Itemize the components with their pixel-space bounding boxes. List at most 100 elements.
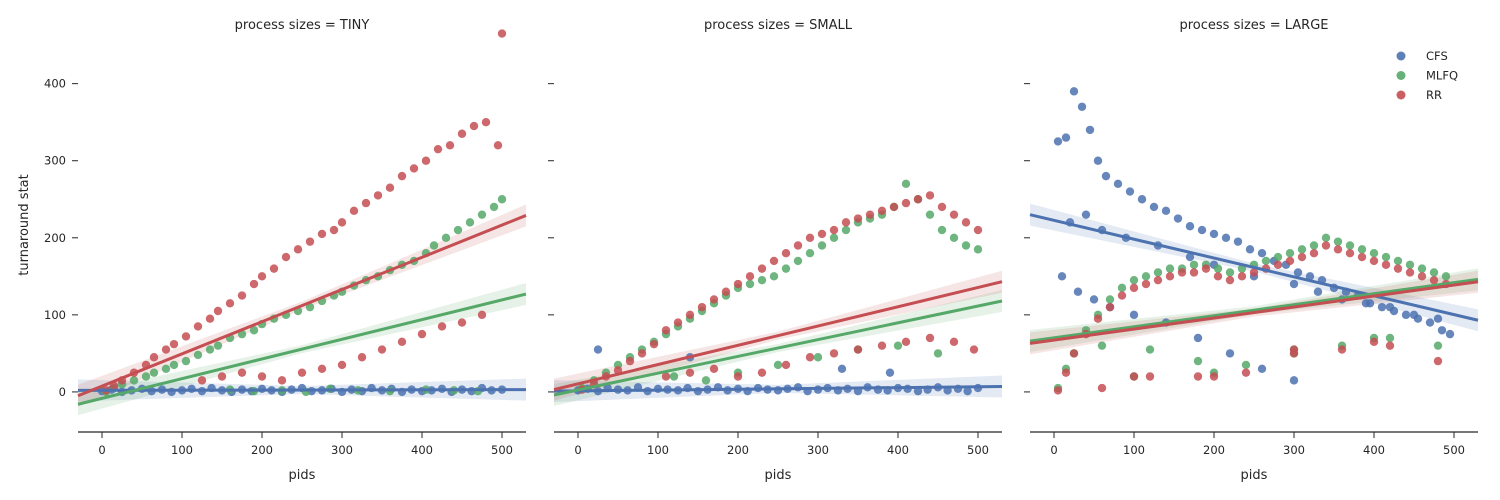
data-point-rr (853, 214, 863, 223)
data-point-rr (877, 206, 887, 216)
data-point-rr (397, 171, 407, 181)
data-point-mlfq (701, 376, 711, 385)
x-tick-label: 0 (574, 443, 581, 457)
data-point-mlfq (149, 368, 159, 377)
data-point-mlfq (477, 210, 487, 219)
data-point-rr (757, 368, 767, 377)
x-tick-label: 400 (887, 443, 909, 457)
data-point-mlfq (817, 241, 827, 250)
x-tick-label: 100 (1123, 443, 1145, 457)
data-point-cfs (1081, 210, 1091, 219)
data-point-rr (673, 318, 683, 327)
data-point-cfs (1193, 333, 1203, 343)
data-point-mlfq (1213, 264, 1223, 273)
data-point-cfs (1225, 349, 1235, 358)
panel-2: process sizes = LARGE 0 100 200 300 400 500 pid… (1024, 18, 1479, 483)
data-point-mlfq (841, 225, 851, 235)
data-point-rr (937, 202, 947, 212)
regression-line-mlfq (1029, 277, 1479, 343)
x-tick-label: 0 (1050, 443, 1057, 457)
data-point-rr (1369, 337, 1379, 347)
series-rr (577, 191, 983, 394)
data-point-cfs (1257, 364, 1267, 374)
data-point-rr (225, 299, 235, 308)
data-point-rr (1417, 272, 1427, 281)
data-point-mlfq (193, 350, 203, 360)
data-point-rr (213, 306, 223, 316)
data-point-rr (709, 364, 719, 374)
data-point-rr (889, 202, 899, 212)
data-point-rr (149, 353, 159, 362)
x-tick-label: 0 (98, 443, 105, 457)
data-point-cfs (1401, 310, 1411, 320)
data-point-rr (805, 353, 815, 362)
data-point-cfs (913, 386, 923, 396)
data-point-rr (805, 233, 815, 242)
data-point-mlfq (1417, 264, 1427, 273)
y-tick-label: 0 (59, 385, 66, 399)
x-tick-label: 200 (1203, 443, 1225, 457)
data-point-rr (1145, 372, 1155, 381)
data-point-rr (169, 339, 179, 349)
regression-line-cfs (77, 388, 527, 392)
data-point-mlfq (1429, 268, 1439, 277)
data-point-rr (925, 333, 935, 343)
data-point-mlfq (1153, 268, 1163, 277)
data-point-rr (745, 272, 755, 281)
data-point-cfs (1125, 187, 1135, 196)
x-tick-label: 300 (331, 443, 353, 457)
data-point-mlfq (1381, 252, 1391, 262)
data-point-cfs (1137, 195, 1147, 204)
data-point-cfs (1361, 299, 1371, 308)
data-point-mlfq (961, 241, 971, 250)
data-point-mlfq (181, 356, 191, 366)
data-point-rr (781, 249, 791, 258)
x-tick-label: 400 (1363, 443, 1385, 457)
data-point-mlfq (489, 202, 499, 212)
data-point-mlfq (901, 179, 911, 189)
y-tick-label: 400 (44, 77, 66, 91)
data-point-rr (385, 183, 395, 192)
data-point-cfs (1293, 268, 1303, 277)
data-point-cfs (1085, 125, 1095, 135)
legend-marker-cfs (1396, 51, 1406, 61)
panel-title: process sizes = SMALL (704, 18, 853, 33)
data-point-mlfq (769, 272, 779, 281)
legend-marker-rr (1396, 90, 1406, 100)
data-point-cfs (1173, 214, 1183, 223)
regression-line-rr (77, 214, 527, 398)
data-point-mlfq (1165, 264, 1175, 273)
data-point-rr (257, 272, 267, 281)
data-point-cfs (1257, 249, 1267, 258)
panels: process sizes = TINY 0 100 200 300 400 500 pids… (44, 18, 1479, 483)
data-point-cfs (1093, 156, 1103, 165)
data-point-rr (497, 29, 507, 38)
data-point-rr (477, 310, 487, 320)
data-point-cfs (1289, 279, 1299, 289)
y-tick-label: 300 (44, 154, 66, 168)
x-tick-label: 200 (727, 443, 749, 457)
data-point-rr (1289, 345, 1299, 354)
x-tick-label: 100 (171, 443, 193, 457)
legend: CFS MLFQ RR (1396, 49, 1458, 102)
data-point-rr (637, 349, 647, 358)
data-point-mlfq (1357, 245, 1367, 254)
data-point-mlfq (1321, 233, 1331, 242)
data-point-rr (161, 345, 171, 354)
data-point-rr (409, 164, 419, 173)
data-point-cfs (1289, 376, 1299, 385)
data-point-rr (1129, 283, 1139, 293)
data-point-rr (293, 245, 303, 254)
data-point-rr (1141, 279, 1151, 289)
data-point-rr (949, 210, 959, 219)
data-point-mlfq (465, 218, 475, 227)
data-point-mlfq (1393, 256, 1403, 266)
data-point-mlfq (1105, 295, 1115, 304)
x-tick-label: 500 (1443, 443, 1465, 457)
data-point-cfs (1305, 272, 1315, 281)
data-point-mlfq (129, 376, 139, 385)
data-point-mlfq (1129, 275, 1139, 285)
data-point-cfs (1185, 252, 1195, 262)
data-point-rr (197, 376, 207, 385)
data-point-cfs (1433, 314, 1443, 323)
